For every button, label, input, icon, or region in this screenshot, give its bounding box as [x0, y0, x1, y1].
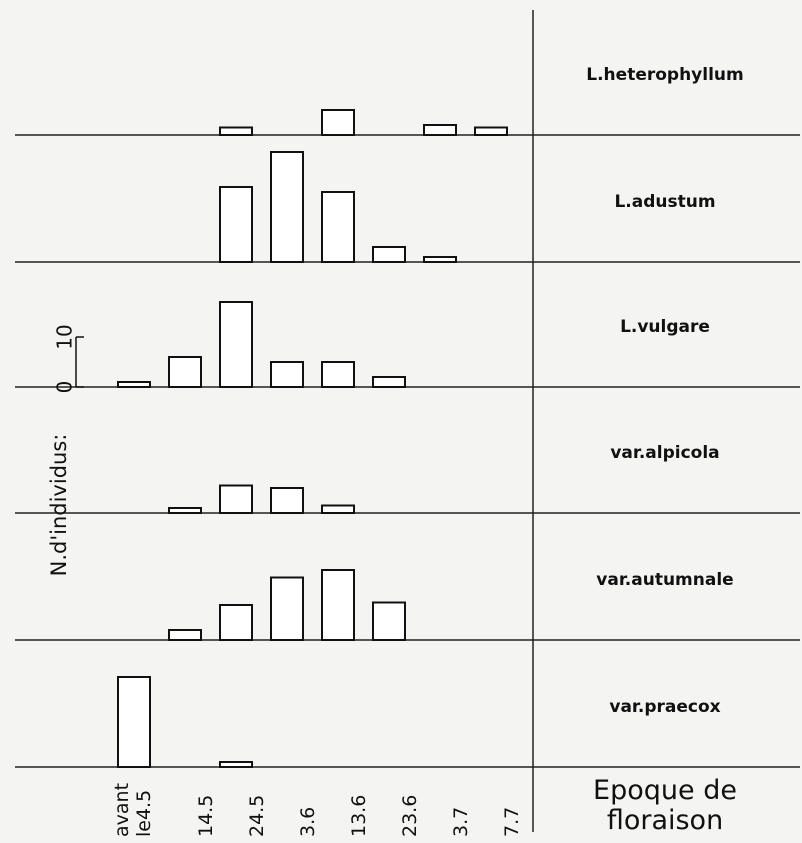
- series-label: var.alpicola: [610, 443, 719, 463]
- x-tick-label: 14.5: [195, 794, 217, 837]
- x-tick-label: 23.6: [399, 794, 421, 837]
- series-label: L.adustum: [614, 192, 715, 212]
- x-tick-label: 13.6: [348, 794, 370, 837]
- x-tick-label: 3.6: [297, 806, 319, 837]
- x-axis-label: Epoque de floraison: [593, 775, 737, 836]
- y-tick-label: 10: [53, 324, 77, 349]
- bar: [219, 761, 253, 768]
- series-label: var.praecox: [609, 697, 720, 717]
- bar: [168, 356, 202, 388]
- bar: [219, 301, 253, 388]
- bar: [117, 381, 151, 388]
- bar: [474, 126, 508, 136]
- bar: [117, 676, 151, 768]
- bar: [372, 601, 406, 641]
- y-tick-label: 0: [53, 381, 77, 394]
- x-tick-label: avant le4.5: [111, 782, 155, 837]
- bar: [423, 256, 457, 263]
- bar: [270, 361, 304, 388]
- x-tick-label: 3.7: [450, 806, 472, 837]
- bar: [270, 151, 304, 263]
- series-label: L.vulgare: [620, 317, 710, 337]
- bar: [168, 507, 202, 514]
- y-axis-label: N.d'individus:: [47, 434, 71, 577]
- series-label: var.autumnale: [596, 570, 733, 590]
- bar: [423, 124, 457, 136]
- x-tick-label: 24.5: [246, 794, 268, 837]
- bar: [372, 246, 406, 263]
- bar: [270, 487, 304, 514]
- bar: [219, 186, 253, 263]
- bar: [270, 576, 304, 641]
- bar: [321, 191, 355, 263]
- bar: [321, 569, 355, 641]
- bar: [168, 629, 202, 641]
- bar: [219, 484, 253, 514]
- bar: [372, 376, 406, 388]
- x-tick-label: 7.7: [501, 806, 523, 837]
- series-label: L.heterophyllum: [586, 65, 743, 85]
- bar: [219, 604, 253, 641]
- bar: [321, 361, 355, 388]
- bar: [321, 504, 355, 514]
- bar: [219, 126, 253, 136]
- bar: [321, 109, 355, 136]
